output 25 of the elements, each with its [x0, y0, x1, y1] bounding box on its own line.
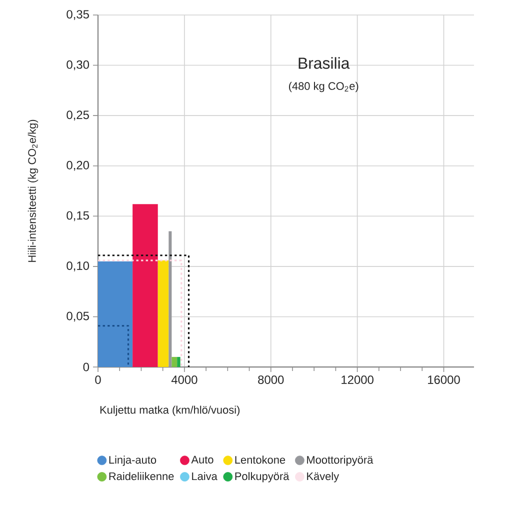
y-tick-label: 0 [83, 362, 90, 372]
legend-label: Linja-auto [109, 456, 156, 466]
legend-label: Kävely [307, 472, 340, 482]
y-axis-title: Hiili-intensiteetti (kg CO$_{2}$e/kg) [28, 120, 38, 262]
x-tick-label: 4000 [171, 376, 198, 384]
y-tick-label: 0,20 [66, 160, 90, 171]
legend-label: Moottoripyörä [307, 456, 374, 466]
legend-label: Raideliikenne [109, 472, 174, 480]
y-tick-label: 0,05 [66, 312, 89, 322]
y-tick-label: 0,30 [66, 60, 90, 70]
y-tick-label: 0,15 [66, 211, 89, 222]
text: Brasilia [298, 57, 350, 69]
x-axis-title: Kuljettu matka (km/hlö/vuosi) [100, 406, 240, 416]
y-tick-label: 0,10 [66, 261, 90, 272]
legend-label: Laiva [192, 472, 218, 480]
text: (480 kg CO$_{2}$e) [289, 82, 358, 92]
legend-label: Polkupyörä [235, 472, 290, 482]
legend-label: Lentokone [235, 456, 286, 464]
x-tick-label: 12000 [342, 376, 374, 384]
legend-label: Auto [191, 456, 214, 464]
x-tick-label: 16000 [428, 376, 460, 384]
y-tick-label: 0,25 [66, 110, 89, 121]
x-tick-label: 0 [95, 376, 101, 384]
x-tick-label: 8000 [258, 376, 284, 384]
y-tick-label: 0,35 [66, 10, 89, 20]
